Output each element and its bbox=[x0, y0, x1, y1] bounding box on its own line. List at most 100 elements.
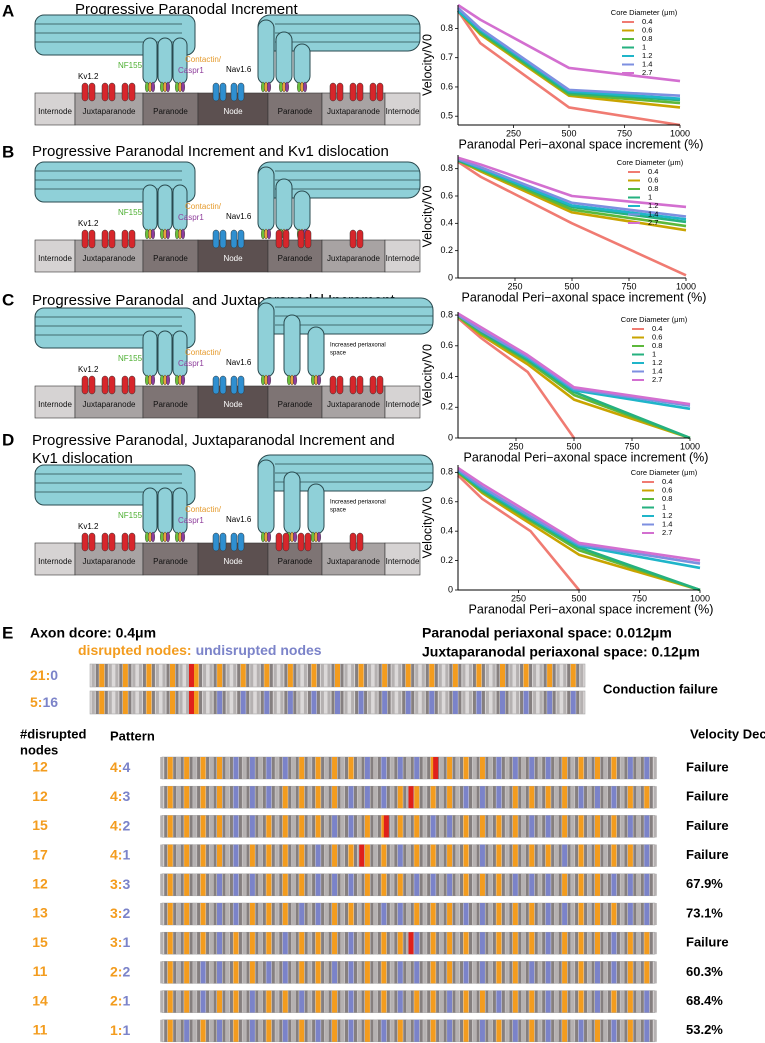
stripe bbox=[591, 844, 595, 867]
stripe bbox=[501, 990, 505, 1013]
stripe bbox=[518, 815, 522, 838]
node bbox=[512, 990, 518, 1013]
stripe bbox=[164, 844, 168, 867]
stripe bbox=[164, 903, 168, 925]
stripe bbox=[534, 786, 538, 809]
legend-label: 2.7 bbox=[652, 375, 662, 384]
stripe bbox=[603, 786, 607, 809]
panel-title: Kv1 dislocation bbox=[32, 450, 133, 467]
stripe bbox=[370, 1019, 374, 1042]
node bbox=[644, 961, 650, 984]
stripe bbox=[640, 873, 644, 896]
legend-label: 0.6 bbox=[652, 332, 662, 341]
stripe bbox=[304, 932, 308, 955]
ion-channel bbox=[237, 375, 245, 395]
node-pattern-bar bbox=[160, 990, 657, 1013]
stripe bbox=[476, 961, 480, 984]
stripe bbox=[229, 815, 233, 838]
node bbox=[167, 990, 173, 1013]
node bbox=[479, 757, 485, 779]
node bbox=[397, 903, 403, 925]
stripe bbox=[419, 1019, 423, 1042]
protein-label: Nav1.6 bbox=[226, 515, 252, 524]
stripe bbox=[229, 903, 233, 925]
node bbox=[611, 961, 617, 984]
axon-segment bbox=[384, 92, 421, 126]
disrupted-count: 17 bbox=[32, 846, 48, 862]
node bbox=[644, 1019, 650, 1042]
y-tick-label: 0.5 bbox=[440, 111, 453, 121]
data-line bbox=[457, 6, 681, 98]
stripe bbox=[209, 1019, 213, 1042]
stripe bbox=[485, 757, 489, 779]
node bbox=[184, 786, 190, 809]
node bbox=[315, 932, 321, 955]
stripe bbox=[411, 691, 415, 714]
protein bbox=[150, 531, 155, 543]
node bbox=[562, 815, 568, 838]
pattern-disrupted: 2: bbox=[110, 992, 122, 1008]
panel-title: Progressive Paranodal, Juxtaparanodal In… bbox=[32, 432, 395, 449]
velocity-decay: Failure bbox=[686, 935, 729, 950]
data-line bbox=[457, 474, 581, 591]
pattern-undisrupted: 1 bbox=[122, 992, 130, 1008]
stripe bbox=[571, 844, 575, 867]
stripe bbox=[378, 664, 382, 687]
stripe bbox=[554, 961, 558, 984]
protein bbox=[317, 531, 322, 543]
stripe bbox=[115, 664, 119, 687]
node bbox=[299, 844, 305, 867]
stripe bbox=[328, 903, 332, 925]
stripe bbox=[328, 815, 332, 838]
stripe bbox=[469, 786, 473, 809]
stripe bbox=[320, 664, 324, 687]
stripe bbox=[321, 844, 325, 867]
stripe bbox=[180, 903, 184, 925]
node bbox=[382, 691, 388, 714]
stripe bbox=[518, 903, 522, 925]
stripe bbox=[439, 1019, 443, 1042]
stripe bbox=[162, 664, 166, 687]
stripe bbox=[443, 757, 447, 779]
node bbox=[311, 691, 317, 714]
stripe bbox=[222, 691, 226, 714]
protein bbox=[165, 228, 170, 240]
stripe bbox=[166, 664, 170, 687]
node bbox=[430, 961, 436, 984]
stripe bbox=[556, 691, 560, 714]
node bbox=[99, 691, 105, 714]
stripe bbox=[288, 961, 292, 984]
stripe bbox=[653, 1019, 657, 1042]
stripe bbox=[180, 786, 184, 809]
stripe bbox=[518, 786, 522, 809]
node bbox=[122, 691, 128, 714]
stripe bbox=[238, 757, 242, 779]
stripe bbox=[616, 815, 620, 838]
node bbox=[315, 786, 321, 809]
stripe bbox=[246, 873, 250, 896]
stripe bbox=[370, 903, 374, 925]
stripe bbox=[222, 990, 226, 1013]
stripe bbox=[558, 786, 562, 809]
node bbox=[463, 786, 469, 809]
stripe bbox=[394, 990, 398, 1013]
stripe bbox=[394, 1019, 398, 1042]
ion-channel bbox=[81, 375, 89, 395]
stripe bbox=[364, 691, 368, 714]
stripe bbox=[242, 1019, 246, 1042]
stripe bbox=[160, 844, 164, 867]
stripe bbox=[206, 1019, 210, 1042]
stripe bbox=[189, 1019, 193, 1042]
node bbox=[529, 903, 535, 925]
node bbox=[627, 1019, 633, 1042]
stripe bbox=[209, 932, 213, 955]
x-tick-label: 1000 bbox=[690, 593, 710, 603]
stripe bbox=[213, 664, 217, 687]
stripe bbox=[386, 990, 390, 1013]
stripe bbox=[304, 903, 308, 925]
stripe bbox=[373, 786, 377, 809]
stripe bbox=[324, 873, 328, 896]
stripe bbox=[551, 757, 555, 779]
stripe bbox=[633, 961, 637, 984]
stripe bbox=[262, 932, 266, 955]
